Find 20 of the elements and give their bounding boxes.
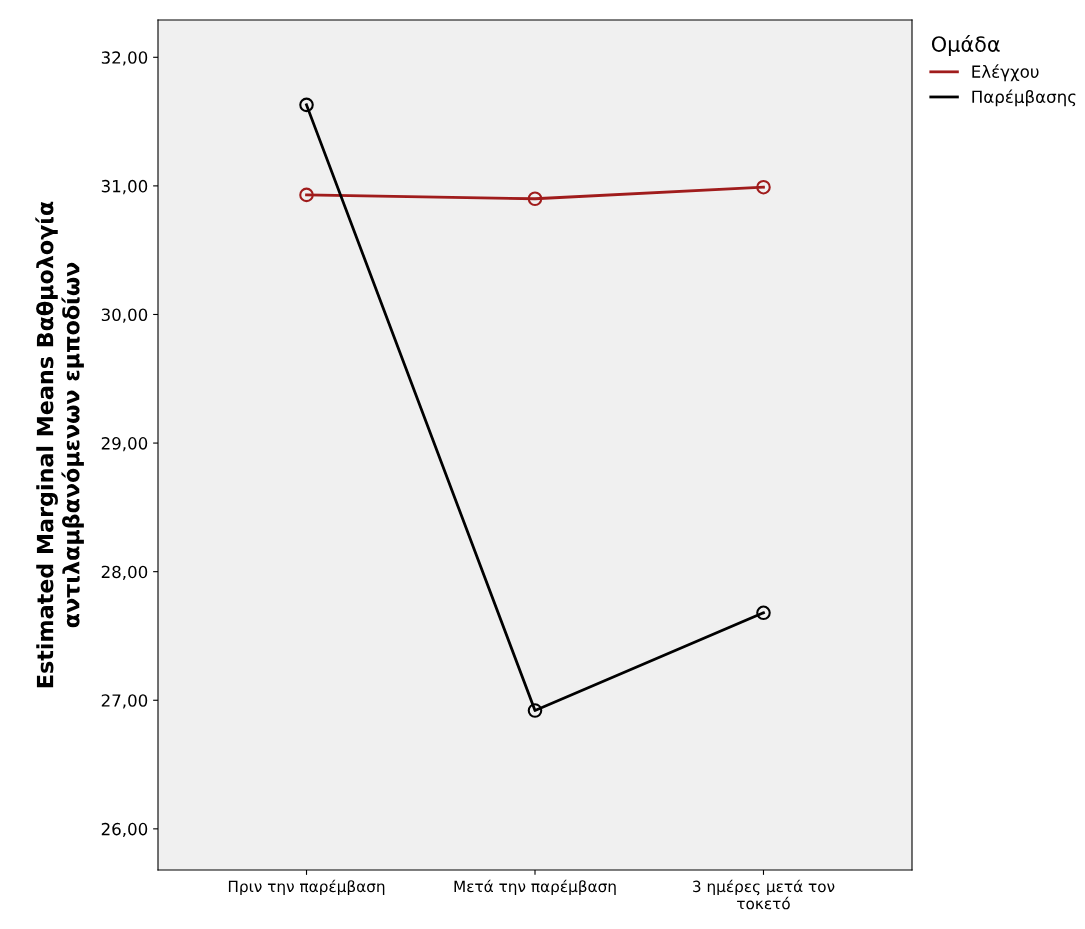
y-tick-label: 28,00 [101, 565, 148, 580]
point [527, 191, 543, 207]
legend-label: Ελέγχου [972, 64, 1039, 82]
x-tick-label: Πριν την παρέμβαση [228, 879, 385, 896]
point [756, 179, 771, 195]
y-tick-label: 29,00 [101, 437, 148, 452]
y-tick-label: 27,00 [101, 694, 148, 709]
legend-title: Ομάδα [931, 35, 1000, 56]
y-tick-label: 32,00 [101, 51, 148, 66]
y-tick-label: 30,00 [101, 308, 148, 323]
y-tick-label: 26,00 [101, 822, 148, 838]
point [527, 703, 543, 718]
point [299, 187, 314, 203]
x-tick-label: Μετά την παρέμβαση [454, 879, 616, 896]
y-tick-label: 31,00 [101, 179, 148, 195]
y-axis-title: Estimated Marginal Means Βαθμολογία αντιλαμβανόμενων εμποδίων [35, 201, 84, 688]
point [756, 605, 771, 621]
legend-label: Παρέμβασης [972, 89, 1076, 107]
point [299, 97, 314, 113]
x-tick-label: 3 ημέρες μετά τον τοκετό [693, 879, 835, 910]
